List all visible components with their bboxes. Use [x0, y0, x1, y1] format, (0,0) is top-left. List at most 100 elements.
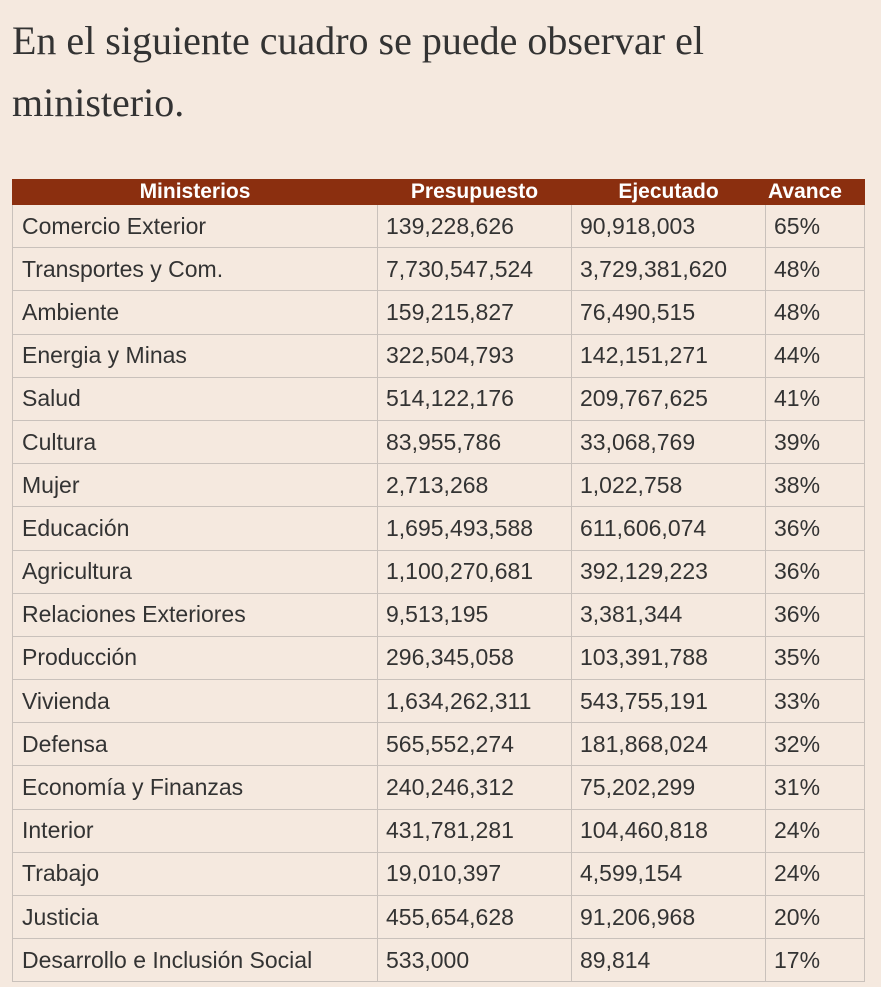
cell-ejecutado: 543,755,191: [571, 679, 766, 724]
cell-presupuesto: 565,552,274: [377, 722, 572, 767]
cell-avance: 65%: [765, 203, 865, 249]
cell-avance: 24%: [765, 808, 865, 853]
cell-presupuesto: 240,246,312: [377, 765, 572, 810]
cell-avance: 36%: [765, 549, 865, 594]
cell-ministerio: Economía y Finanzas: [12, 765, 378, 810]
cell-presupuesto: 514,122,176: [377, 376, 572, 421]
cell-presupuesto: 455,654,628: [377, 894, 572, 940]
cell-ministerio: Ambiente: [12, 290, 378, 335]
header-avance: Avance: [765, 179, 865, 205]
cell-ejecutado: 103,391,788: [571, 635, 766, 681]
cell-ejecutado: 392,129,223: [571, 549, 766, 594]
cell-ministerio: Salud: [12, 376, 378, 421]
table-row: Transportes y Com. 7,730,547,524 3,729,381…: [12, 247, 865, 292]
cell-presupuesto: 1,634,262,311: [377, 679, 572, 724]
cell-presupuesto: 139,228,626: [377, 203, 572, 249]
cell-ejecutado: 91,206,968: [571, 894, 766, 940]
cell-avance: 48%: [765, 290, 865, 335]
cell-avance: 41%: [765, 376, 865, 421]
cell-presupuesto: 1,695,493,588: [377, 506, 572, 551]
table-row: Trabajo 19,010,397 4,599,154 24%: [12, 851, 865, 897]
cell-ministerio: Comercio Exterior: [12, 203, 378, 249]
table-row: Interior 431,781,281 104,460,818 24%: [12, 808, 865, 853]
cell-ministerio: Agricultura: [12, 549, 378, 594]
table-row: Justicia 455,654,628 91,206,968 20%: [12, 894, 865, 940]
cell-avance: 48%: [765, 247, 865, 292]
cell-presupuesto: 2,713,268: [377, 463, 572, 508]
table-row: Cultura 83,955,786 33,068,769 39%: [12, 419, 865, 465]
cell-ejecutado: 1,022,758: [571, 463, 766, 508]
table-row: Producción 296,345,058 103,391,788 35%: [12, 635, 865, 681]
cell-avance: 32%: [765, 722, 865, 767]
table-row: Energia y Minas 322,504,793 142,151,271 44%: [12, 333, 865, 378]
table-row: Educación 1,695,493,588 611,606,074 36%: [12, 506, 865, 551]
cell-ejecutado: 75,202,299: [571, 765, 766, 810]
cell-presupuesto: 322,504,793: [377, 333, 572, 378]
cell-ejecutado: 611,606,074: [571, 506, 766, 551]
table-row: Vivienda 1,634,262,311 543,755,191 33%: [12, 679, 865, 724]
cell-ministerio: Desarrollo e Inclusión Social: [12, 938, 378, 983]
cell-ministerio: Justicia: [12, 894, 378, 940]
cell-presupuesto: 533,000: [377, 938, 572, 983]
cell-avance: 31%: [765, 765, 865, 810]
cell-ministerio: Transportes y Com.: [12, 247, 378, 292]
table-row: Comercio Exterior 139,228,626 90,918,003 65…: [12, 203, 865, 249]
cell-presupuesto: 7,730,547,524: [377, 247, 572, 292]
cell-presupuesto: 83,955,786: [377, 419, 572, 465]
table-row: Economía y Finanzas 240,246,312 75,202,299…: [12, 765, 865, 810]
cell-avance: 36%: [765, 506, 865, 551]
cell-ejecutado: 104,460,818: [571, 808, 766, 853]
cell-ejecutado: 142,151,271: [571, 333, 766, 378]
cell-ministerio: Relaciones Exteriores: [12, 592, 378, 637]
cell-ministerio: Energia y Minas: [12, 333, 378, 378]
cell-ministerio: Interior: [12, 808, 378, 853]
table-row: Mujer 2,713,268 1,022,758 38%: [12, 463, 865, 508]
cell-ejecutado: 3,729,381,620: [571, 247, 766, 292]
cell-presupuesto: 19,010,397: [377, 851, 572, 897]
cell-ejecutado: 181,868,024: [571, 722, 766, 767]
budget-table: Ministerios Presupuesto Ejecutado Avance…: [12, 179, 865, 983]
cell-avance: 38%: [765, 463, 865, 508]
table-row: Relaciones Exteriores 9,513,195 3,381,344 3…: [12, 592, 865, 637]
cell-ejecutado: 76,490,515: [571, 290, 766, 335]
header-row: Ministerios Presupuesto Ejecutado Avance: [12, 179, 865, 205]
cell-avance: 44%: [765, 333, 865, 378]
cell-ministerio: Mujer: [12, 463, 378, 508]
cell-ministerio: Trabajo: [12, 851, 378, 897]
cell-avance: 24%: [765, 851, 865, 897]
cell-ministerio: Vivienda: [12, 679, 378, 724]
intro-line-2: ministerio.: [12, 80, 185, 125]
intro-line-1: En el siguiente cuadro se puede observar…: [12, 18, 704, 63]
table-body: Comercio Exterior 139,228,626 90,918,003 65…: [12, 203, 865, 983]
table-header: Ministerios Presupuesto Ejecutado Avance: [12, 179, 865, 205]
cell-ejecutado: 3,381,344: [571, 592, 766, 637]
cell-avance: 39%: [765, 419, 865, 465]
table-row: Ambiente 159,215,827 76,490,515 48%: [12, 290, 865, 335]
cell-ejecutado: 4,599,154: [571, 851, 766, 897]
table-row: Desarrollo e Inclusión Social 533,000 89,8…: [12, 938, 865, 983]
table-row: Salud 514,122,176 209,767,625 41%: [12, 376, 865, 421]
cell-presupuesto: 1,100,270,681: [377, 549, 572, 594]
cell-avance: 17%: [765, 938, 865, 983]
intro-paragraph: En el siguiente cuadro se puede observar…: [12, 10, 881, 134]
header-ministerios: Ministerios: [12, 179, 378, 205]
cell-ministerio: Defensa: [12, 722, 378, 767]
cell-avance: 36%: [765, 592, 865, 637]
cell-ejecutado: 209,767,625: [571, 376, 766, 421]
cell-presupuesto: 296,345,058: [377, 635, 572, 681]
cell-presupuesto: 9,513,195: [377, 592, 572, 637]
cell-avance: 35%: [765, 635, 865, 681]
cell-ejecutado: 90,918,003: [571, 203, 766, 249]
cell-ministerio: Producción: [12, 635, 378, 681]
cell-ministerio: Educación: [12, 506, 378, 551]
cell-ejecutado: 33,068,769: [571, 419, 766, 465]
cell-ejecutado: 89,814: [571, 938, 766, 983]
cell-avance: 20%: [765, 894, 865, 940]
cell-presupuesto: 431,781,281: [377, 808, 572, 853]
table-row: Agricultura 1,100,270,681 392,129,223 36%: [12, 549, 865, 594]
header-ejecutado: Ejecutado: [571, 179, 766, 205]
header-presupuesto: Presupuesto: [377, 179, 572, 205]
table-row: Defensa 565,552,274 181,868,024 32%: [12, 722, 865, 767]
cell-avance: 33%: [765, 679, 865, 724]
cell-presupuesto: 159,215,827: [377, 290, 572, 335]
